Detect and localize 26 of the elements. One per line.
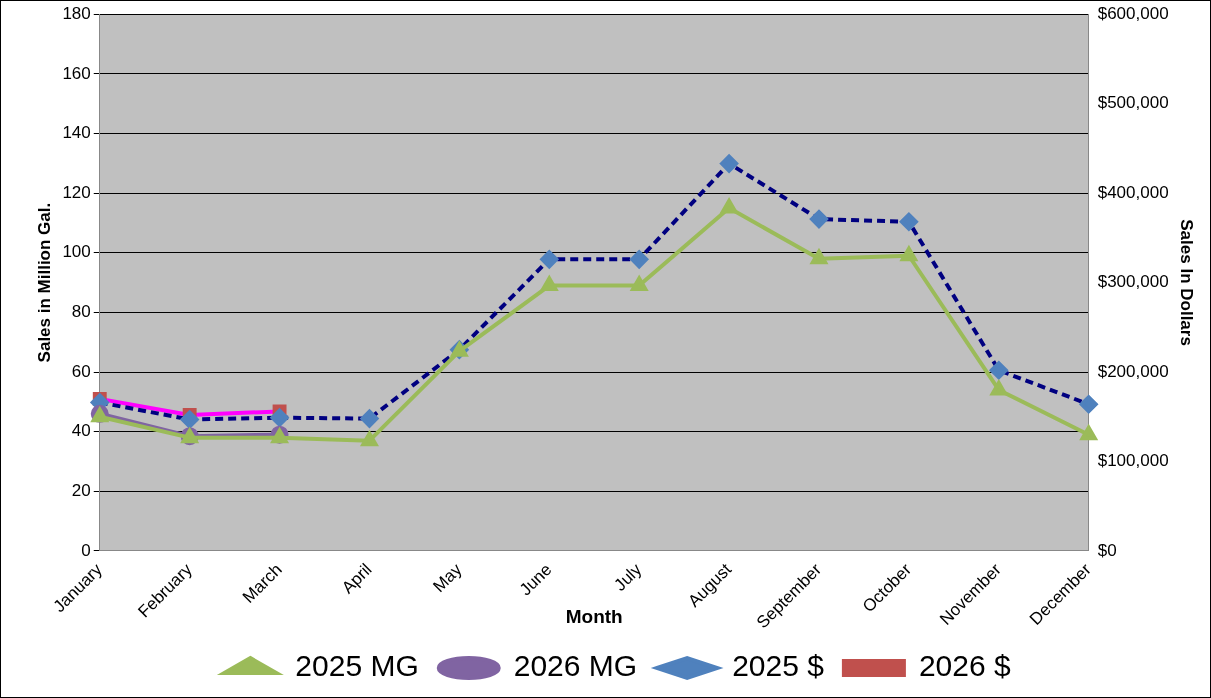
y-tick-label: 0: [81, 540, 91, 560]
y-tick-label: 180: [62, 3, 91, 23]
y2-tick-label: $0: [1097, 540, 1117, 560]
y2-tick-label: $300,000: [1097, 272, 1169, 292]
y2-tick-label: $200,000: [1097, 361, 1169, 381]
y-axis-title: Sales in Million Gal.: [34, 202, 54, 363]
y2-tick-label: $100,000: [1097, 451, 1169, 471]
y-tick-label: 160: [62, 63, 91, 83]
y-tick-label: 40: [71, 421, 91, 441]
y2-axis-title: Sales In Dollars: [1177, 219, 1197, 346]
y2-tick-label: $400,000: [1097, 182, 1169, 202]
y-tick-label: 100: [62, 242, 91, 262]
y-tick-label: 80: [71, 302, 91, 322]
legend-label: 2025 MG: [295, 649, 419, 683]
legend-label: 2026 MG: [513, 649, 638, 683]
legend-label: 2025 $: [732, 649, 825, 683]
y-tick-label: 120: [62, 182, 91, 202]
y2-tick-label: $600,000: [1097, 3, 1169, 23]
y-tick-label: 140: [62, 123, 91, 143]
legend-label: 2026 $: [918, 649, 1011, 683]
y-tick-label: 20: [71, 481, 91, 501]
y2-tick-label: $500,000: [1097, 93, 1169, 113]
y-tick-label: 60: [71, 361, 91, 381]
x-tick-label: May: [429, 559, 466, 597]
x-axis-title: Month: [565, 605, 623, 627]
x-tick-label: July: [610, 559, 646, 595]
